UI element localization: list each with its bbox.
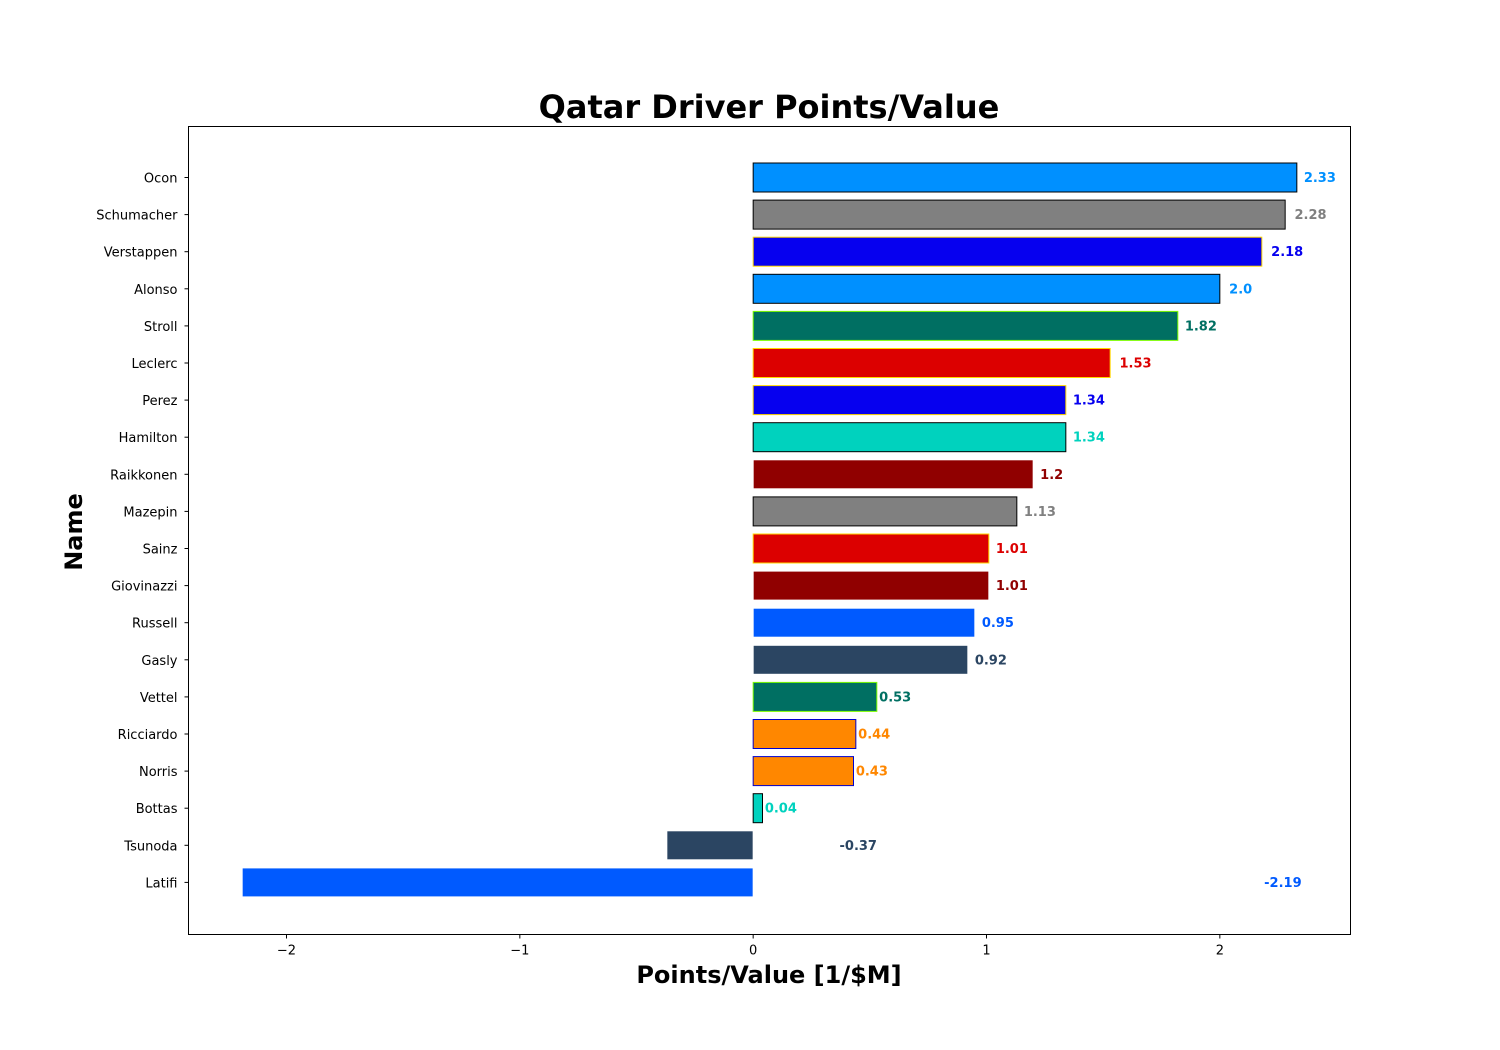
value-label-hamilton: 1.34	[1073, 431, 1105, 446]
x-tick-label: 0	[749, 944, 757, 959]
value-label-stroll: 1.82	[1185, 319, 1217, 334]
value-label-sainz: 1.01	[996, 542, 1028, 557]
y-tick-label-latifi: Latifi	[145, 876, 177, 891]
bar-gasly	[752, 644, 969, 675]
value-label-verstappen: 2.18	[1271, 245, 1303, 260]
bar-schumacher	[752, 199, 1286, 230]
y-tick-label-vettel: Vettel	[140, 691, 178, 706]
y-axis-title: Name	[60, 493, 88, 571]
x-axis-title: Points/Value [1/$M]	[636, 961, 901, 989]
value-label-vettel: 0.53	[879, 690, 911, 705]
value-label-schumacher: 2.28	[1295, 208, 1327, 223]
bar-ocon	[752, 162, 1298, 193]
value-label-leclerc: 1.53	[1120, 357, 1152, 372]
y-tick-label-ocon: Ocon	[144, 172, 178, 187]
value-label-latifi: -2.19	[1264, 876, 1301, 891]
value-label-ricciardo: 0.44	[858, 728, 890, 743]
y-tick-label-stroll: Stroll	[144, 320, 178, 335]
chart-title: Qatar Driver Points/Value	[539, 88, 1000, 126]
y-tick-label-giovinazzi: Giovinazzi	[111, 580, 177, 595]
bar-alonso	[752, 273, 1221, 304]
bar-hamilton	[752, 422, 1067, 453]
bar-leclerc	[752, 348, 1111, 378]
x-tick-label: 1	[982, 944, 990, 959]
value-label-perez: 1.34	[1073, 394, 1105, 409]
bar-perez	[752, 385, 1067, 416]
bar-bottas	[752, 793, 764, 824]
plot-frame	[188, 126, 1351, 935]
bar-mazepin	[752, 496, 1018, 527]
y-axis: Ocon Schumacher Verstappen Alonso Stroll Lecl…	[96, 172, 189, 891]
value-label-ocon: 2.33	[1304, 171, 1336, 186]
value-label-bottas: 0.04	[765, 802, 797, 817]
bar-ricciardo	[752, 719, 857, 749]
y-tick-label-perez: Perez	[142, 394, 177, 409]
y-tick-label-raikkonen: Raikkonen	[110, 468, 177, 483]
y-tick-label-mazepin: Mazepin	[123, 505, 177, 520]
x-tick-label: −1	[510, 944, 529, 959]
y-tick-label-gasly: Gasly	[141, 654, 177, 669]
value-label-alonso: 2.0	[1229, 282, 1252, 297]
bar-norris	[752, 756, 855, 787]
bar-russell	[752, 607, 976, 638]
y-tick-label-russell: Russell	[132, 617, 177, 632]
value-label-raikkonen: 1.2	[1040, 468, 1063, 483]
value-label-tsunoda: -0.37	[840, 839, 877, 854]
value-label-gasly: 0.92	[975, 653, 1007, 668]
bar-sainz	[752, 533, 990, 564]
x-axis: −2 −1 0 1 2	[277, 934, 1224, 959]
bar-latifi	[241, 867, 754, 898]
y-tick-label-leclerc: Leclerc	[132, 357, 178, 372]
bar-giovinazzi	[752, 570, 990, 601]
y-tick-label-bottas: Bottas	[136, 802, 178, 817]
y-tick-label-verstappen: Verstappen	[104, 246, 178, 261]
y-tick-label-ricciardo: Ricciardo	[118, 728, 178, 743]
y-tick-label-schumacher: Schumacher	[96, 209, 178, 224]
value-label-giovinazzi: 1.01	[996, 579, 1028, 594]
y-tick-label-tsunoda: Tsunoda	[123, 839, 177, 854]
y-tick-label-sainz: Sainz	[143, 543, 178, 558]
bar-verstappen	[752, 236, 1263, 267]
y-tick-label-hamilton: Hamilton	[119, 431, 178, 446]
bar-stroll	[752, 310, 1179, 341]
bars-layer: 2.33 2.28 2.18 2.0 1.82 1.53 1.34 1.34 1.2 1.13 1.…	[241, 162, 1336, 898]
y-tick-label-norris: Norris	[139, 765, 178, 780]
bar-raikkonen	[752, 459, 1034, 490]
bar-vettel	[752, 681, 878, 712]
y-tick-label-alonso: Alonso	[134, 283, 177, 298]
value-label-mazepin: 1.13	[1024, 505, 1056, 520]
x-tick-label: −2	[277, 944, 296, 959]
x-tick-label: 2	[1216, 944, 1224, 959]
value-label-russell: 0.95	[982, 616, 1014, 631]
bar-tsunoda	[666, 830, 754, 861]
value-label-norris: 0.43	[856, 765, 888, 780]
